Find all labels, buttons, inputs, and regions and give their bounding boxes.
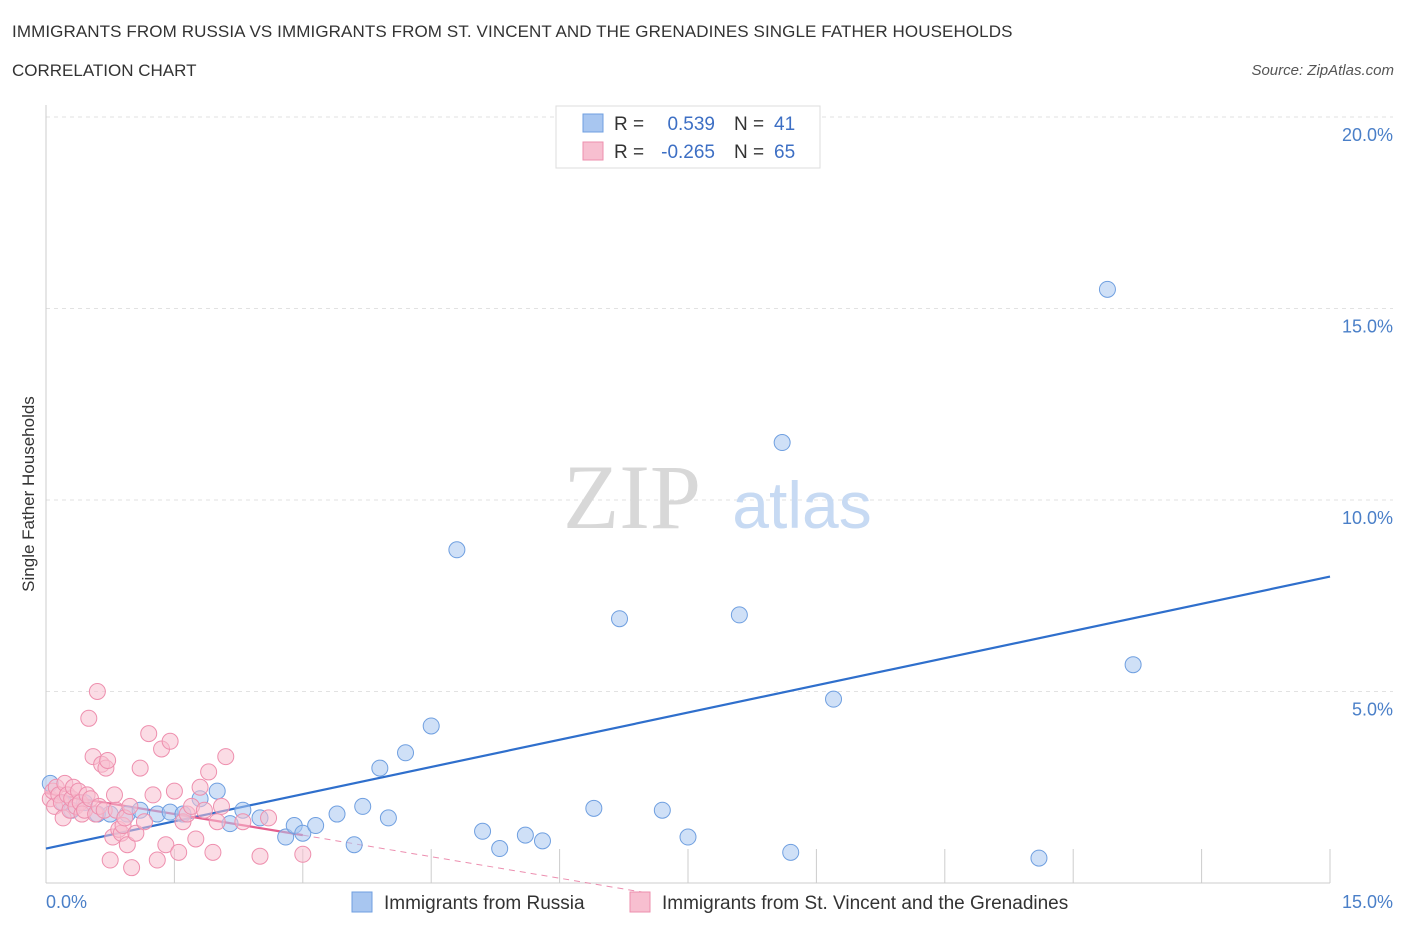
- legend-n-value-stvincent: 65: [774, 142, 795, 163]
- point-series-1-43: [144, 786, 162, 804]
- watermark: ZIP atlas: [563, 446, 872, 548]
- y-tick-label-3: 20.0%: [1342, 125, 1393, 145]
- chart-subtitle: CORRELATION CHART: [12, 61, 197, 80]
- point-series-1-59: [212, 797, 230, 815]
- point-series-1-61: [234, 813, 252, 831]
- point-series-1-48: [165, 782, 183, 800]
- y-tick-label-0: 5.0%: [1352, 700, 1393, 720]
- legend-r-value-stvincent: -0.265: [661, 142, 715, 163]
- point-series-0-36: [730, 606, 748, 624]
- point-series-0-30: [516, 826, 534, 844]
- chart-source: Source: ZipAtlas.com: [1251, 62, 1394, 79]
- point-series-1-30: [105, 786, 123, 804]
- x-tick-label-left: 0.0%: [46, 892, 87, 912]
- legend-n-value-russia: 41: [774, 114, 795, 135]
- point-series-1-41: [135, 813, 153, 831]
- point-series-1-53: [187, 830, 205, 848]
- point-series-0-33: [611, 610, 629, 628]
- point-series-1-40: [131, 759, 149, 777]
- point-series-0-29: [491, 840, 509, 858]
- point-series-0-28: [474, 822, 492, 840]
- bottom-legend-label-russia: Immigrants from Russia: [384, 893, 585, 914]
- point-series-1-18: [80, 709, 98, 727]
- point-series-0-41: [1098, 280, 1116, 298]
- point-series-0-42: [1124, 656, 1142, 674]
- point-series-1-64: [294, 845, 312, 863]
- point-series-0-32: [585, 799, 603, 817]
- y-tick-labels: 5.0% 10.0% 15.0% 20.0%: [1342, 125, 1393, 720]
- x-tick-label-right: 15.0%: [1342, 892, 1393, 912]
- point-series-1-62: [251, 847, 269, 865]
- bottom-legend-swatch-russia: [351, 891, 373, 913]
- point-series-1-28: [101, 851, 119, 869]
- y-axis-label: Single Father Households: [19, 396, 38, 592]
- point-series-1-42: [140, 725, 158, 743]
- watermark-atlas: atlas: [732, 468, 871, 542]
- point-series-1-38: [123, 859, 141, 877]
- point-series-0-39: [825, 690, 843, 708]
- legend-swatch-russia: [582, 113, 604, 133]
- point-series-0-21: [345, 836, 363, 854]
- point-series-0-40: [1030, 849, 1048, 867]
- x-tick-labels: 0.0% 15.0%: [46, 892, 1393, 912]
- legend-r-label-russia: R =: [614, 114, 644, 135]
- legend-n-label-russia: N =: [734, 114, 764, 135]
- bottom-legend-label-stvincent: Immigrants from St. Vincent and the Gren…: [662, 893, 1068, 914]
- point-series-0-12: [208, 782, 226, 800]
- point-series-0-34: [653, 801, 671, 819]
- point-series-0-23: [371, 759, 389, 777]
- point-series-0-19: [307, 817, 325, 835]
- point-series-1-49: [170, 843, 188, 861]
- point-series-1-44: [148, 851, 166, 869]
- point-series-0-25: [397, 744, 415, 762]
- point-series-1-63: [260, 809, 278, 827]
- point-series-1-47: [161, 732, 179, 750]
- legend-n-label-stvincent: N =: [734, 142, 764, 163]
- point-series-1-56: [200, 763, 218, 781]
- trendline-series-0: [45, 575, 1331, 850]
- point-series-1-54: [191, 778, 209, 796]
- point-series-0-24: [379, 809, 397, 827]
- point-series-0-38: [782, 843, 800, 861]
- legend-r-label-stvincent: R =: [614, 142, 644, 163]
- point-series-0-22: [354, 797, 372, 815]
- point-series-1-57: [204, 843, 222, 861]
- y-tick-label-1: 10.0%: [1342, 508, 1393, 528]
- chart-title: IMMIGRANTS FROM RUSSIA VS IMMIGRANTS FRO…: [12, 22, 1013, 41]
- point-series-0-31: [533, 832, 551, 850]
- point-series-0-35: [679, 828, 697, 846]
- point-series-1-22: [88, 683, 106, 700]
- data-points: [41, 280, 1142, 877]
- point-series-0-18: [294, 824, 312, 842]
- point-series-1-46: [157, 836, 175, 854]
- point-series-0-16: [277, 828, 295, 846]
- point-series-1-36: [118, 836, 136, 854]
- point-series-1-27: [99, 751, 117, 769]
- point-series-0-27: [448, 541, 466, 559]
- point-series-1-37: [121, 797, 139, 815]
- legend-swatch-stvincent: [582, 141, 604, 161]
- bottom-legend-swatch-stvincent: [629, 891, 651, 913]
- axes: [45, 105, 1331, 884]
- legend-box: R = 0.539 N = 41 R = -0.265 N = 65: [555, 105, 821, 169]
- point-series-0-26: [422, 717, 440, 735]
- point-series-0-37: [773, 434, 791, 452]
- point-series-1-55: [195, 801, 213, 819]
- legend-r-value-russia: 0.539: [667, 114, 715, 135]
- point-series-0-20: [328, 805, 346, 823]
- y-tick-label-2: 15.0%: [1342, 317, 1393, 337]
- point-series-1-39: [127, 824, 145, 842]
- bottom-legend: Immigrants from Russia Immigrants from S…: [351, 891, 1068, 914]
- point-series-1-60: [217, 748, 235, 766]
- point-series-1-58: [208, 813, 226, 831]
- watermark-zip: ZIP: [563, 446, 701, 548]
